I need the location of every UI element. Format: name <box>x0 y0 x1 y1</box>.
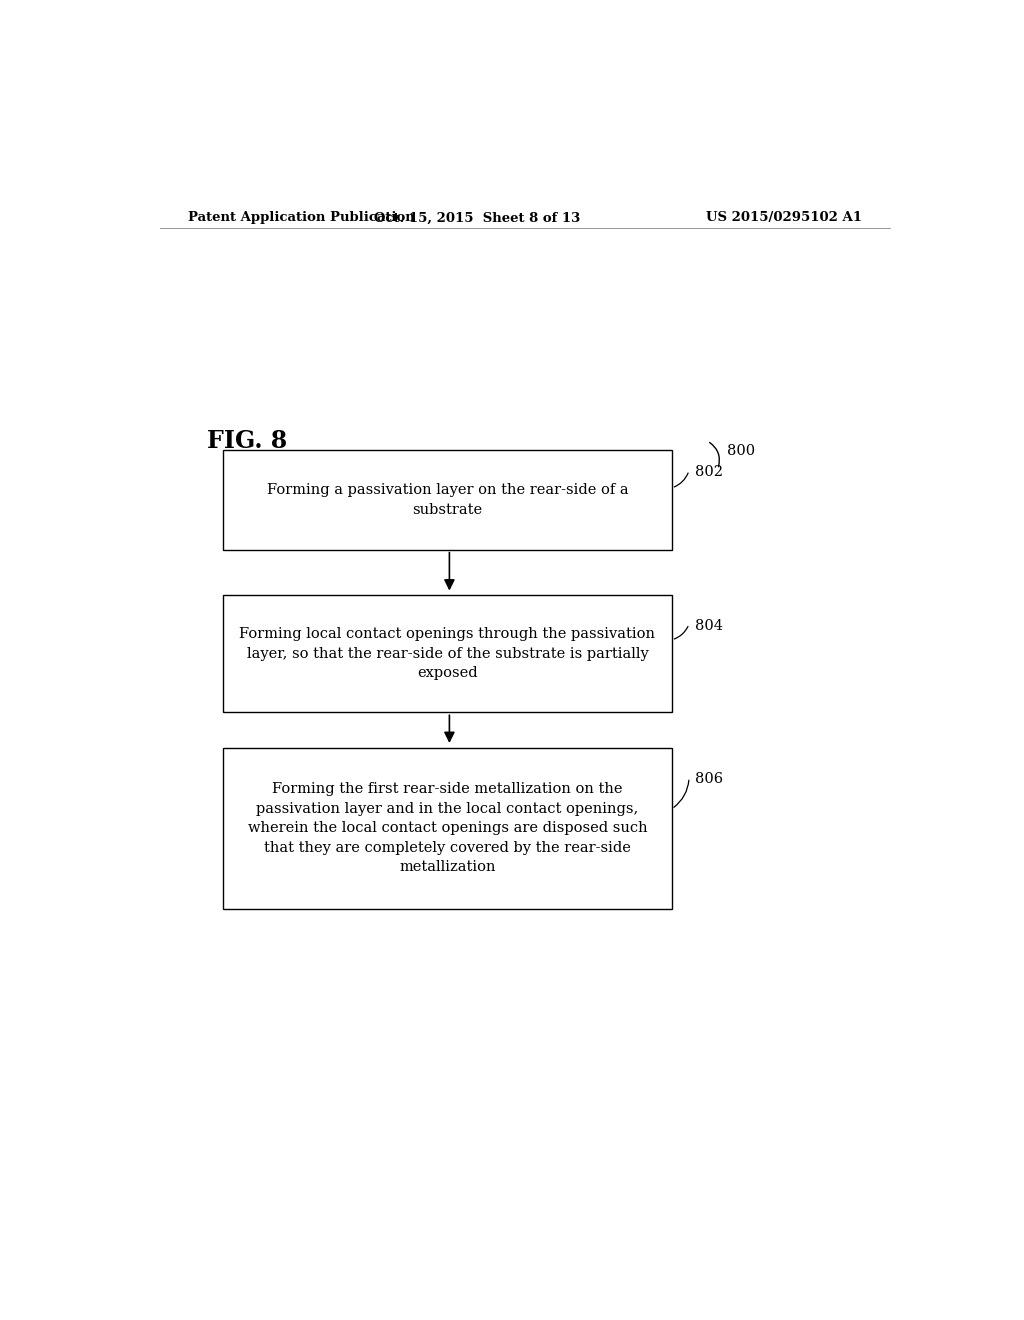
Text: Forming a passivation layer on the rear-side of a
substrate: Forming a passivation layer on the rear-… <box>266 483 629 516</box>
Text: 800: 800 <box>727 444 756 458</box>
Text: Oct. 15, 2015  Sheet 8 of 13: Oct. 15, 2015 Sheet 8 of 13 <box>374 211 581 224</box>
FancyBboxPatch shape <box>223 450 672 549</box>
Text: Forming local contact openings through the passivation
layer, so that the rear-s: Forming local contact openings through t… <box>240 627 655 680</box>
Text: US 2015/0295102 A1: US 2015/0295102 A1 <box>707 211 862 224</box>
FancyBboxPatch shape <box>223 595 672 713</box>
FancyBboxPatch shape <box>223 748 672 908</box>
Text: 802: 802 <box>695 466 723 479</box>
Text: FIG. 8: FIG. 8 <box>207 429 288 453</box>
Text: Patent Application Publication: Patent Application Publication <box>187 211 415 224</box>
Text: 804: 804 <box>695 619 723 632</box>
Text: 806: 806 <box>695 772 724 787</box>
Text: Forming the first rear-side metallization on the
passivation layer and in the lo: Forming the first rear-side metallizatio… <box>248 783 647 874</box>
